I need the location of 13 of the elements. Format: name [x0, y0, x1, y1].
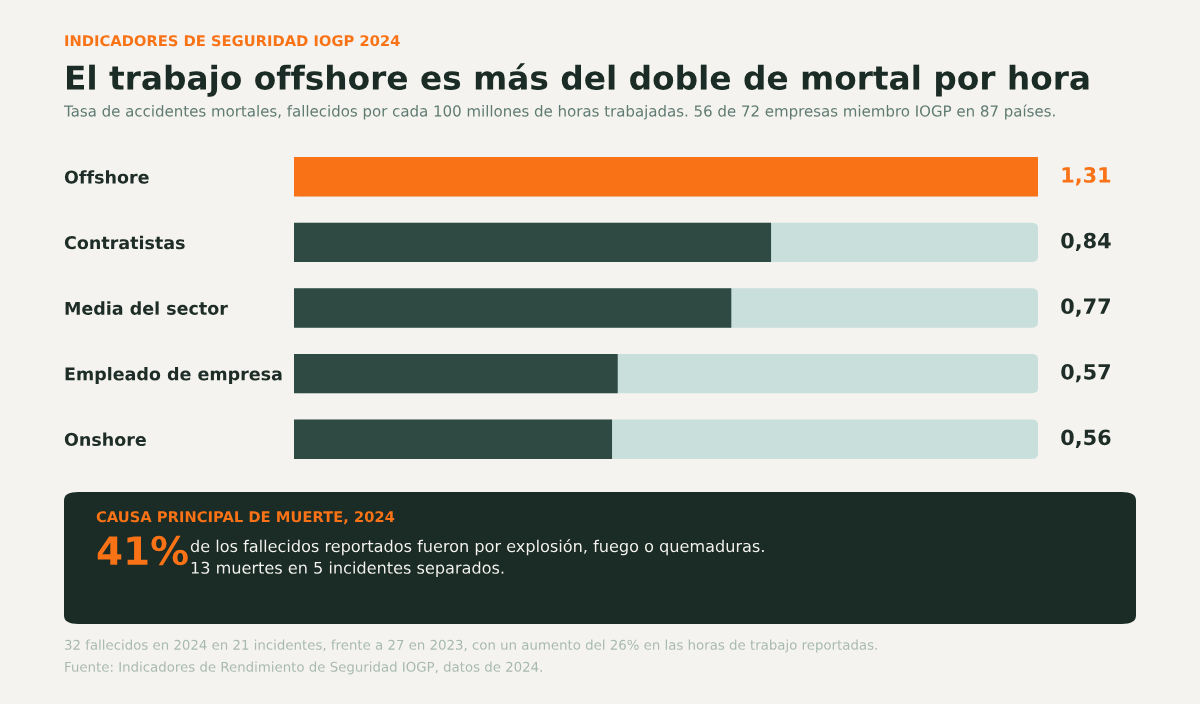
data-label: 0,84: [1061, 232, 1111, 252]
y-tick-label: Offshore: [64, 170, 149, 184]
y-tick-label: Media del sector: [65, 301, 228, 315]
data-label: 0,56: [1061, 429, 1111, 448]
data-label: 0,77: [1061, 298, 1110, 317]
chart-title: El trabajo offshore es más del doble de mortal por hora: [67, 63, 1089, 97]
y-tick-label: Empleado de empresa: [65, 366, 282, 384]
text: de los fallecidos reportados fueron por explosión, fuego o quemaduras. 13 muertes en 5 incidentes separados.: [190, 539, 764, 577]
y-tick-label: Contratistas: [64, 235, 185, 250]
data-label: 1,31: [1062, 167, 1111, 186]
text: 41%: [97, 535, 188, 566]
data-label: 0,57: [1061, 363, 1110, 383]
y-tick-label: Onshore: [64, 432, 146, 447]
